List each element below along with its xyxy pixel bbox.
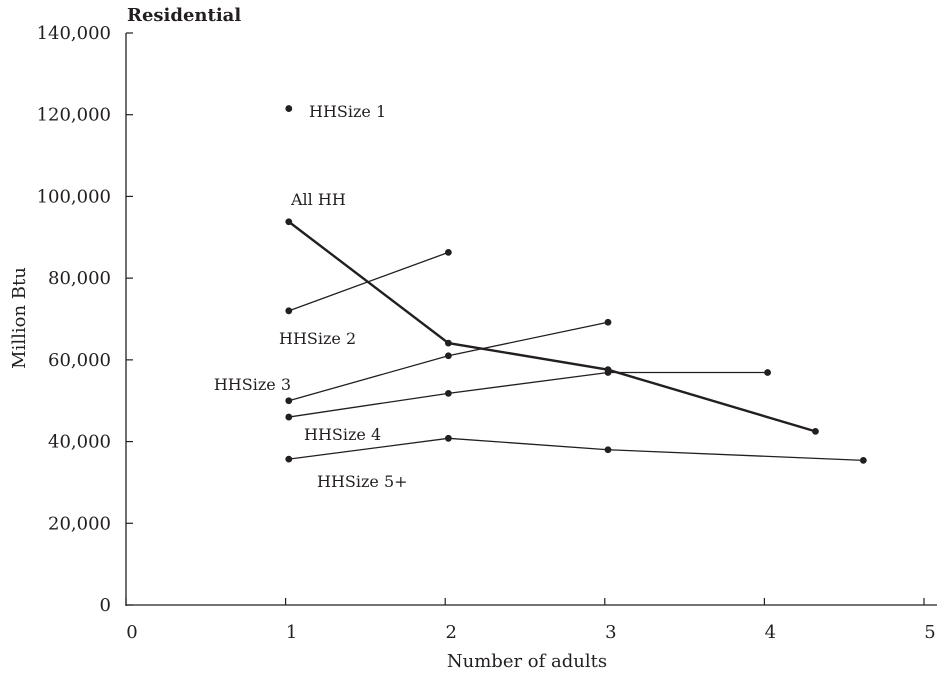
series-label: HHSize 4 — [304, 425, 381, 444]
y-tick-label: 140,000 — [37, 23, 111, 44]
y-tick-label: 40,000 — [48, 432, 111, 453]
data-point — [285, 455, 293, 463]
y-tick-label: 120,000 — [37, 105, 111, 126]
x-tick-label: 4 — [765, 622, 776, 643]
data-point — [604, 318, 612, 326]
series-line — [288, 437, 864, 462]
data-point — [859, 456, 867, 464]
series-labels: HHSize 1 HHSize 2 HHSize 3 HHSize 4 HHSize 5… — [214, 102, 408, 491]
series-line — [288, 371, 768, 418]
series-group — [285, 105, 867, 464]
data-point — [285, 105, 293, 112]
series-label: HHSize 5+ — [317, 472, 408, 491]
data-point — [285, 397, 293, 405]
series-label: All HH — [290, 190, 346, 209]
data-point — [444, 389, 452, 397]
data-point — [444, 249, 452, 256]
x-axis-title: Number of adults — [447, 651, 607, 672]
y-axis-ticks: 0 20,000 40,000 60,000 80,000 100,000 120,000 1… — [37, 23, 133, 616]
data-point — [285, 413, 293, 421]
x-tick-label: 5 — [924, 622, 935, 643]
series-line — [288, 220, 816, 433]
series-label: HHSize 2 — [279, 329, 356, 348]
data-point — [812, 427, 819, 435]
data-point — [444, 352, 452, 360]
x-tick-label: 3 — [605, 622, 616, 643]
x-axis-ticks: 0 1 2 3 4 5 — [125, 598, 936, 643]
series-label: HHSize 3 — [214, 375, 291, 394]
y-tick-label: 100,000 — [37, 186, 111, 207]
y-tick-label: 0 — [100, 595, 111, 616]
data-point — [285, 307, 293, 315]
data-point — [285, 218, 293, 226]
data-point — [444, 434, 452, 442]
y-axis-title: Million Btu — [9, 267, 30, 369]
chart-title: Residential — [127, 5, 241, 26]
data-point — [604, 366, 612, 374]
data-point — [764, 369, 771, 376]
y-tick-label: 20,000 — [48, 513, 111, 534]
x-tick-label: 0 — [126, 622, 137, 643]
data-point — [604, 446, 612, 454]
y-tick-label: 60,000 — [48, 350, 111, 371]
x-tick-label: 1 — [286, 622, 297, 643]
data-point — [444, 339, 452, 347]
y-tick-label: 80,000 — [48, 268, 111, 289]
x-tick-label: 2 — [445, 622, 456, 643]
axes — [125, 33, 937, 606]
series-label: HHSize 1 — [309, 102, 386, 121]
